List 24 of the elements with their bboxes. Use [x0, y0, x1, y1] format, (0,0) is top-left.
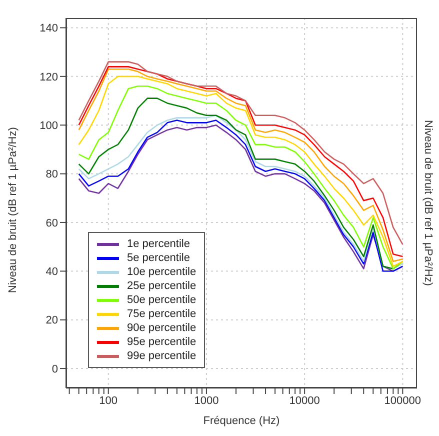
- y-tick-label: 20: [46, 314, 58, 327]
- y-tick-label: 0: [52, 363, 58, 376]
- legend-label: 25e percentile: [127, 279, 196, 293]
- legend-label: 1e percentile: [127, 237, 190, 251]
- x-tick-label: 1000: [194, 394, 219, 407]
- y-tick-label: 100: [40, 120, 58, 132]
- legend-label: 50e percentile: [127, 293, 196, 307]
- legend-label: 95e percentile: [127, 335, 196, 349]
- legend-label: 99e percentile: [127, 349, 196, 363]
- legend-label: 90e percentile: [127, 321, 196, 335]
- y-tick-label: 80: [46, 168, 58, 181]
- y2-axis-title: Niveau de bruit (dB ref 1 µPa²/Hz): [422, 120, 434, 286]
- x-axis-title: Fréquence (Hz): [203, 415, 280, 427]
- y-tick-label: 140: [40, 22, 58, 35]
- y-tick-label: 60: [46, 217, 58, 230]
- x-tick-label: 10000: [289, 394, 320, 407]
- x-tick-label: 100000: [384, 394, 422, 407]
- y-tick-label: 40: [46, 266, 58, 278]
- y-tick-label: 120: [40, 71, 58, 84]
- y-axis-title: Niveau de bruit (dB ref 1 µPa²/Hz): [6, 127, 19, 293]
- x-tick-label: 100: [99, 394, 118, 407]
- legend-label: 10e percentile: [127, 265, 196, 279]
- legend-label: 5e percentile: [127, 251, 190, 265]
- legend-label: 75e percentile: [127, 307, 196, 321]
